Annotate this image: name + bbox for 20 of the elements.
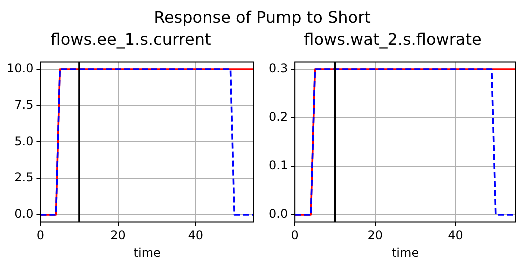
y-tick-label: 0.1 [268, 158, 288, 173]
y-tick-label: 0.2 [268, 110, 288, 124]
chart-subtitle: flows.wat_2.s.flowrate [303, 30, 483, 49]
y-tick-label: 0.0 [14, 207, 34, 222]
y-tick-label: 5.0 [14, 134, 34, 148]
x-axis-title: time [134, 246, 161, 260]
x-tick-label: 40 [188, 228, 204, 243]
x-axis-title: time [392, 246, 420, 260]
x-tick-label: 0 [291, 228, 299, 243]
y-tick-label: 2.5 [14, 170, 34, 185]
y-tick-label: 0.3 [268, 62, 288, 76]
y-tick-label: 10.0 [7, 62, 34, 76]
x-tick-label: 20 [368, 228, 384, 243]
chart-subtitle: flows.ee_1.s.current [50, 30, 212, 49]
x-tick-label: 20 [110, 228, 126, 243]
chart-title: Response of Pump to Short [153, 8, 372, 27]
y-tick-label: 0.0 [268, 207, 288, 222]
x-tick-label: 0 [36, 228, 45, 243]
y-tick-label: 7.5 [14, 98, 34, 112]
x-tick-label: 40 [448, 228, 464, 243]
